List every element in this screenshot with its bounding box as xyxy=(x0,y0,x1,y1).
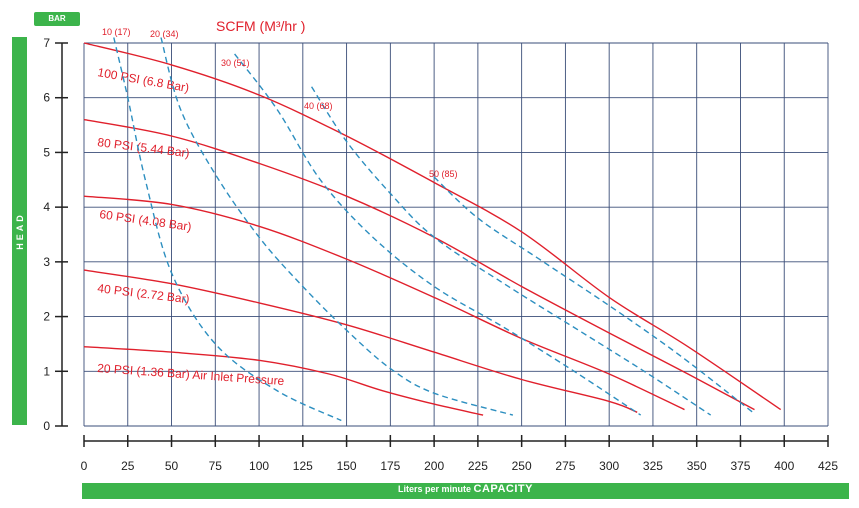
pressure-curve xyxy=(83,346,484,416)
airflow-curve-label: 50 (85) xyxy=(429,169,458,179)
x-tick-label: 100 xyxy=(249,459,269,473)
y-tick-label: 4 xyxy=(43,200,50,214)
y-tick-label: 2 xyxy=(43,310,50,324)
x-tick-label: 300 xyxy=(599,459,619,473)
capacity-axis-prefix: Liters per minute xyxy=(398,484,472,494)
pressure-curve-label: 80 PSI (5.44 Bar) xyxy=(97,135,191,160)
x-tick-label: 25 xyxy=(121,459,135,473)
capacity-axis-strong: CAPACITY xyxy=(473,483,533,495)
y-tick-label: 7 xyxy=(43,36,50,50)
pressure-curve-label: 100 PSI (6.8 Bar) xyxy=(96,65,190,95)
airflow-curve xyxy=(433,176,754,413)
pressure-curve xyxy=(83,195,685,411)
x-tick-label: 425 xyxy=(818,459,838,473)
x-tick-label: 50 xyxy=(165,459,179,473)
airflow-curve xyxy=(311,86,712,416)
y-tick-label: 6 xyxy=(43,91,50,105)
x-tick-label: 250 xyxy=(512,459,532,473)
pressure-curve-label: 20 PSI (1.36 Bar) Air Inlet Pressure xyxy=(97,361,285,388)
airflow-curve xyxy=(160,37,514,416)
pressure-curve-label: 60 PSI (4.08 Bar) xyxy=(99,207,193,234)
airflow-curve-label: 10 (17) xyxy=(102,27,131,37)
x-tick-label: 150 xyxy=(337,459,357,473)
airflow-title: SCFM (M³/hr ) xyxy=(216,18,305,34)
y-tick-label: 1 xyxy=(43,364,50,378)
airflow-curve-label: 30 (51) xyxy=(221,58,250,68)
x-tick-label: 275 xyxy=(555,459,575,473)
x-tick-label: 0 xyxy=(81,459,88,473)
x-tick-label: 375 xyxy=(730,459,750,473)
capacity-axis-bar: Liters per minute CAPACITY xyxy=(82,483,849,499)
y-tick-label: 5 xyxy=(43,145,50,159)
airflow-curve-label: 40 (68) xyxy=(304,101,333,111)
x-tick-label: 175 xyxy=(380,459,400,473)
x-tick-label: 400 xyxy=(774,459,794,473)
head-axis-bar xyxy=(12,37,27,425)
airflow-curve-label: 20 (34) xyxy=(150,29,179,39)
airflow-curve xyxy=(234,53,642,416)
x-tick-label: 325 xyxy=(643,459,663,473)
x-tick-label: 125 xyxy=(293,459,313,473)
y-tick-label: 0 xyxy=(43,419,50,433)
y-unit-badge: BAR xyxy=(34,12,80,26)
y-tick-label: 3 xyxy=(43,255,50,269)
pressure-curve xyxy=(83,42,782,411)
pressure-curve xyxy=(83,118,755,411)
x-tick-label: 350 xyxy=(687,459,707,473)
x-tick-label: 225 xyxy=(468,459,488,473)
x-tick-label: 75 xyxy=(209,459,223,473)
airflow-curve xyxy=(113,37,342,422)
x-tick-label: 200 xyxy=(424,459,444,473)
